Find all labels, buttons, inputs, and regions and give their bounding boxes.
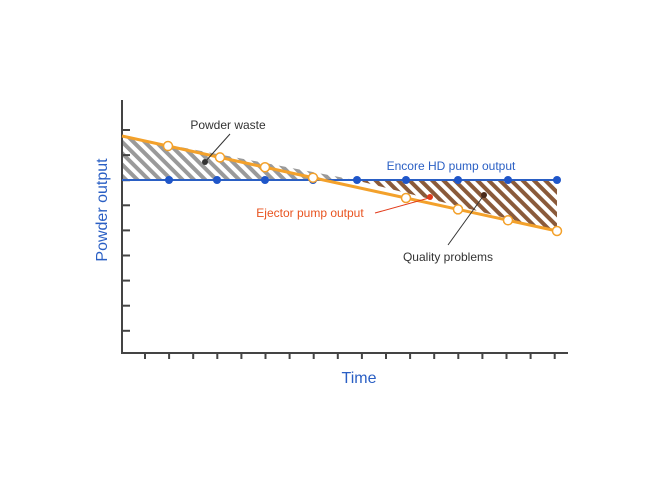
annotation: Quality problems <box>403 250 493 264</box>
waste-area <box>122 136 355 180</box>
encore-point <box>454 176 462 184</box>
ejector-point <box>214 152 226 163</box>
ejector-point <box>400 192 412 204</box>
ejector-point <box>452 204 464 215</box>
ejector-point <box>307 172 319 183</box>
ejector-point <box>551 225 563 237</box>
annotation: Powder waste <box>190 118 266 132</box>
ejector-line <box>121 134 558 233</box>
leader <box>447 194 485 246</box>
annotation: Ejector pump output <box>256 206 364 220</box>
annotation: Encore HD pump output <box>387 159 516 173</box>
encore-point <box>402 176 410 184</box>
leader-dot <box>202 159 208 165</box>
encore-point <box>504 176 512 184</box>
encore-point <box>165 176 173 184</box>
y-axis-label: Powder output <box>94 158 111 262</box>
ejector-point <box>162 140 174 152</box>
encore-point <box>553 176 561 184</box>
leader <box>204 133 231 163</box>
leader-dot <box>427 194 433 200</box>
ejector-point <box>502 215 514 226</box>
points <box>162 140 563 237</box>
encore-point <box>213 176 221 184</box>
encore-point <box>353 176 361 184</box>
x-axis-label: Time <box>342 370 377 387</box>
leader <box>374 197 430 214</box>
ejector-point <box>259 161 271 173</box>
leader-dot <box>481 192 487 198</box>
encore-point <box>261 176 269 184</box>
